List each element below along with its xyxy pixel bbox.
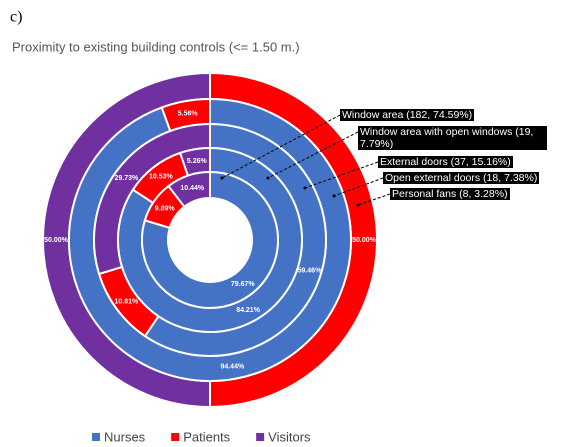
value-label: 59.46%: [298, 267, 323, 274]
annotation: Window area (182, 74.59%): [340, 109, 475, 121]
value-label: 79.67%: [231, 281, 256, 288]
annotation-line: [357, 193, 391, 206]
value-label: 10.44%: [180, 185, 205, 192]
panel-label: c): [10, 9, 22, 26]
annotation-line: [304, 161, 379, 189]
value-label: 9.89%: [155, 206, 176, 213]
ring-segment: [167, 170, 211, 209]
value-label: 84.21%: [236, 307, 261, 314]
annotation-dot: [220, 176, 224, 180]
annotation-dot: [266, 176, 270, 180]
ring-segment: [141, 170, 279, 309]
value-label: 10.81%: [115, 299, 140, 306]
value-label: 50.00%: [352, 237, 377, 244]
annotation-dot: [303, 186, 307, 190]
annotation: Window area with open windows (19, 7.79%…: [358, 126, 547, 150]
value-label: 29.73%: [115, 175, 140, 182]
annotation-line: [333, 177, 384, 197]
annotation: Open external doors (18, 7.38%): [383, 172, 540, 184]
value-label: 10.53%: [149, 174, 174, 181]
value-label: 5.56%: [178, 110, 199, 117]
annotation: Personal fans (8, 3.28%): [390, 188, 510, 200]
legend-swatch: [256, 433, 265, 441]
legend-swatch: [92, 433, 100, 441]
annotation-line: [267, 131, 359, 179]
chart-title: Proximity to existing building controls …: [12, 39, 300, 54]
annotation-dot: [332, 194, 336, 198]
value-label: 50.00%: [44, 237, 69, 244]
legend-label: Visitors: [268, 429, 311, 444]
annotation-line: [221, 114, 341, 179]
value-label: 94.44%: [220, 363, 245, 370]
annotation-dot: [356, 203, 360, 207]
annotation: External doors (37, 15.16%): [378, 156, 513, 168]
legend-swatch: [171, 433, 180, 441]
value-label: 5.26%: [187, 158, 208, 165]
legend-label: Nurses: [104, 429, 146, 444]
legend-label: Patients: [183, 429, 230, 444]
